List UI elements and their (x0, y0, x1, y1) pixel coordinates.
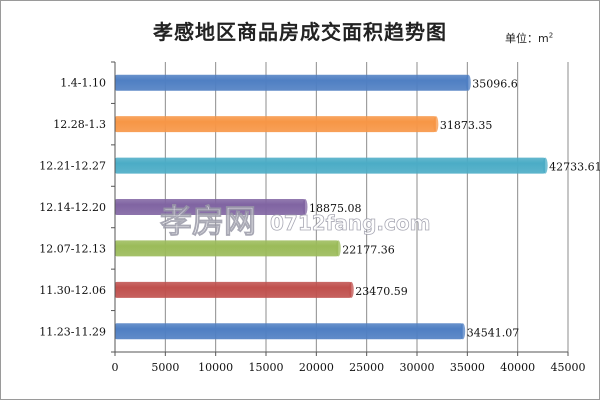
category-label-12.07-12.13: 12.07-12.13 (39, 242, 106, 255)
x-tick-label-15000: 15000 (249, 361, 284, 374)
category-label-1.4-1.10: 1.4-1.10 (60, 77, 106, 90)
bar-1.4-1.10 (115, 74, 469, 91)
bars (115, 74, 548, 340)
bar-cap-11.23-11.29 (460, 323, 466, 340)
watermark-brand: 孝房网 (160, 202, 256, 240)
bar-cap-12.21-12.27 (542, 157, 548, 174)
watermark-site: 0712fang.com (270, 211, 430, 235)
bar-12.21-12.27 (115, 157, 546, 174)
x-tick-label-45000: 45000 (551, 361, 586, 374)
bar-11.30-12.06 (115, 281, 352, 298)
unit-label: 单位：m2 (505, 30, 553, 46)
category-label-11.23-11.29: 11.23-11.29 (39, 325, 106, 338)
category-label-11.30-12.06: 11.30-12.06 (39, 284, 106, 297)
x-tick-label-20000: 20000 (299, 361, 334, 374)
x-tick-label-0: 0 (112, 361, 119, 374)
value-label-11.23-11.29: 34541.07 (467, 326, 520, 339)
labels: 1.4-1.10 35096.6 12.28-1.3 31873.35 12.21-12… (39, 77, 600, 340)
x-tick-label-30000: 30000 (400, 361, 435, 374)
x-tick-label-35000: 35000 (450, 361, 485, 374)
value-label-12.28-1.3: 31873.35 (440, 119, 493, 132)
value-label-1.4-1.10: 35096.6 (472, 78, 518, 91)
bar-12.14-12.20 (115, 199, 306, 215)
bar-cap-1.4-1.10 (465, 74, 471, 91)
watermark: 孝房网 0712fang.com (160, 202, 431, 241)
category-label-12.28-1.3: 12.28-1.3 (53, 118, 106, 131)
chart-title: 孝感地区商品房成交面积趋势图 (153, 20, 447, 44)
bar-cap-12.14-12.20 (302, 199, 308, 215)
x-tick-label-25000: 25000 (349, 361, 384, 374)
bar-11.23-11.29 (115, 323, 463, 340)
bar-12.28-1.3 (115, 116, 436, 133)
unit-text: 单位：m (505, 32, 549, 45)
value-label-12.21-12.27: 42733.61 (549, 161, 600, 174)
bar-cap-12.28-1.3 (433, 116, 439, 133)
x-tick-label-10000: 10000 (198, 361, 233, 374)
gridlines (164, 62, 569, 352)
unit-superscript: 2 (548, 31, 554, 40)
x-tick-label-40000: 40000 (500, 361, 535, 374)
x-tick-label-5000: 5000 (151, 361, 179, 374)
value-label-12.07-12.13: 22177.36 (342, 243, 395, 256)
bar-12.07-12.13 (115, 240, 339, 257)
value-label-12.14-12.20: 18875.08 (309, 202, 362, 215)
axes: 0 5000 10000 15000 20000 25000 30000 35000 40000… (111, 61, 586, 374)
category-label-12.21-12.27: 12.21-12.27 (39, 160, 106, 173)
value-label-11.30-12.06: 23470.59 (355, 285, 408, 298)
category-label-12.14-12.20: 12.14-12.20 (39, 201, 106, 214)
bar-cap-12.07-12.13 (335, 240, 341, 257)
bar-cap-11.30-12.06 (348, 281, 354, 298)
